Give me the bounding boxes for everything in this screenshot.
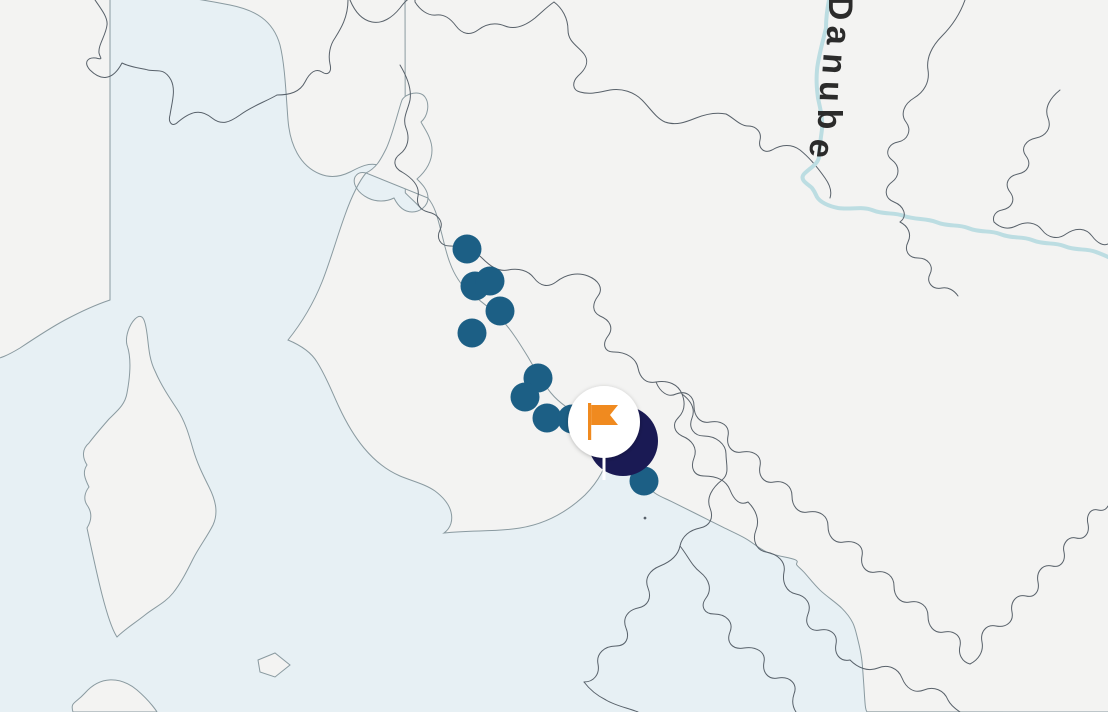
svg-text:b: b <box>810 109 848 130</box>
svg-text:D: D <box>821 0 859 20</box>
svg-text:n: n <box>814 52 853 75</box>
svg-text:u: u <box>812 80 851 102</box>
svg-text:a: a <box>819 25 858 46</box>
